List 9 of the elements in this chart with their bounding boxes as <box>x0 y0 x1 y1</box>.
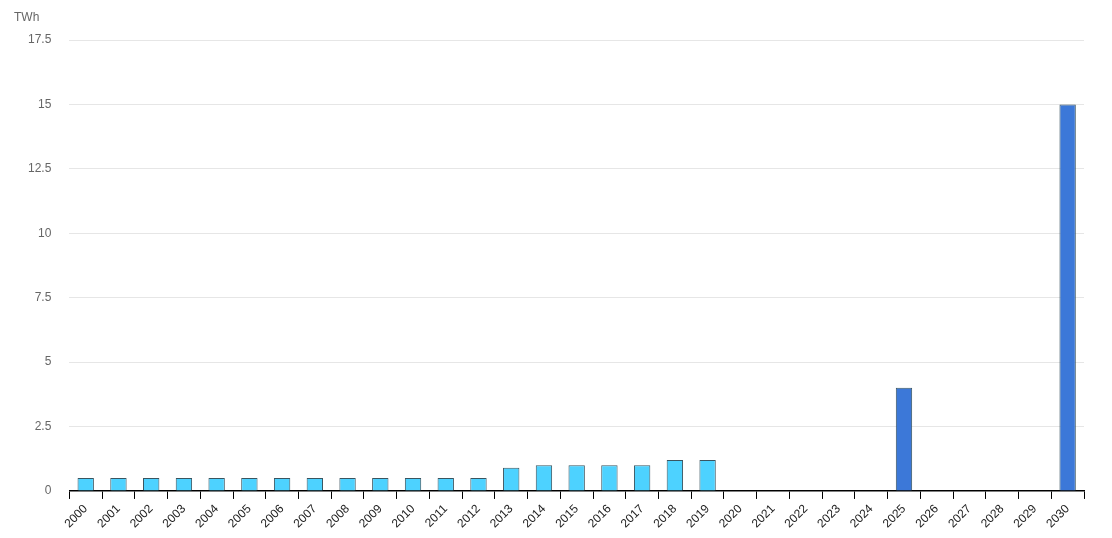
y-tick-label: 15 <box>38 96 52 111</box>
y-tick-label: 10 <box>38 225 52 240</box>
y-tick-label: 5 <box>44 354 52 369</box>
y-axis-title: TWh <box>14 10 40 25</box>
y-tick-label: 12.5 <box>28 161 52 176</box>
y-tick-label: 7.5 <box>34 289 52 304</box>
y-tick-label: 0 <box>44 483 52 498</box>
y-tick-label: 2.5 <box>34 418 52 433</box>
y-tick-label: 17.5 <box>28 32 52 47</box>
